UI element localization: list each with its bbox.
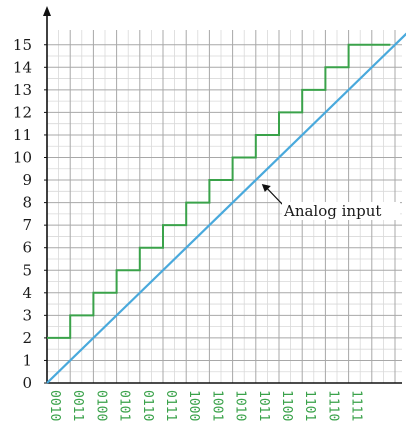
series [46,32,406,384]
y-tick-label: 6 [22,239,32,257]
y-tick-label: 4 [22,284,32,302]
y-axis-arrow [43,6,51,16]
x-tick-label: 0100 [93,390,108,421]
annotation-label: Analog input [283,202,381,220]
y-tick-label: 2 [22,329,32,347]
x-tick-label: 0101 [117,390,132,421]
y-tick-label: 14 [13,58,32,76]
x-tick-label: 1010 [233,390,248,421]
x-tick-label: 0110 [140,390,155,421]
x-tick-label: 0111 [163,390,178,421]
x-tick-label: 1110 [325,390,340,421]
x-tick-label: 1001 [209,390,224,421]
y-tick-label: 5 [22,261,32,279]
axes [43,6,402,384]
y-tick-label: 1 [22,351,32,369]
y-tick-label: 12 [13,103,32,121]
y-tick-label: 11 [13,126,32,144]
y-tick-label: 7 [22,216,32,234]
analog-input-line [46,32,406,384]
annotation-arrow-head [261,184,271,193]
annotation-background [282,202,400,220]
y-tick-label: 8 [22,194,32,212]
x-tick-label: 0010 [47,390,62,421]
x-tick-label: 1101 [302,390,317,421]
annotation-arrow [266,187,285,207]
x-tick-label: 1111 [349,390,364,421]
y-tick-label: 9 [22,171,32,189]
y-tick-label: 3 [22,306,32,324]
x-tick-label: 1000 [186,390,201,421]
y-tick-label: 10 [13,149,32,167]
x-tick-label: 0011 [70,390,85,421]
y-tick-label: 13 [13,81,32,99]
y-tick-label: 15 [13,36,32,54]
digital-output-staircase [47,43,372,339]
x-tick-label: 1011 [256,390,271,421]
x-tick-label: 1100 [279,390,294,421]
y-tick-label: 0 [22,374,32,392]
